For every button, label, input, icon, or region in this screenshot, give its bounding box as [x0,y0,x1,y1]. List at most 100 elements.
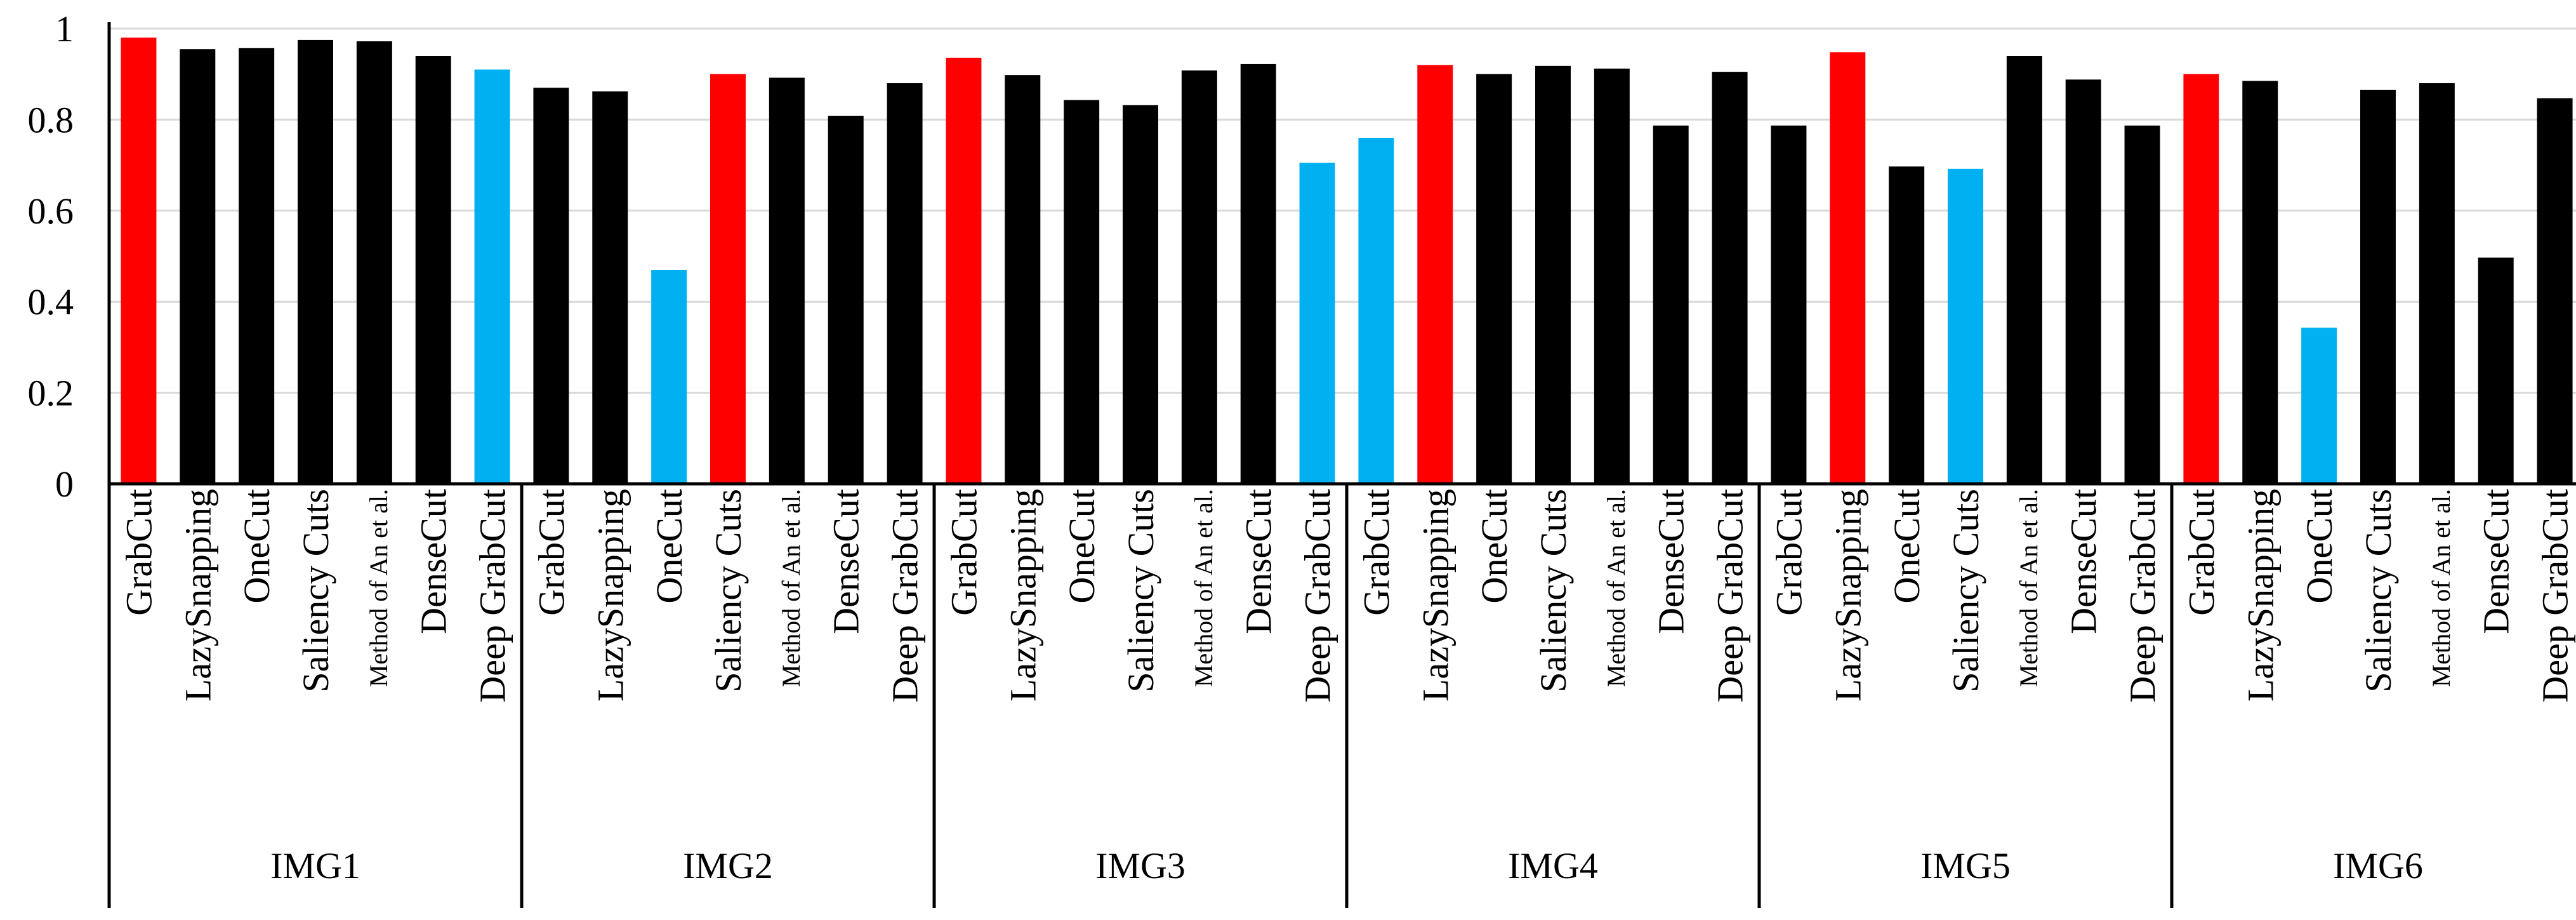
category-label: Method of An et al. [777,489,805,687]
bar [356,41,392,484]
category-label: GrabCut [531,489,572,616]
bar [1181,70,1217,484]
category-label: OneCut [2299,489,2340,603]
y-tick-label: 0.6 [28,190,74,232]
bar [533,88,569,484]
bar [710,74,746,484]
group-label: IMG4 [1508,845,1598,886]
category-label: GrabCut [1768,489,1809,616]
category-label: LazySnapping [177,489,218,702]
group-label: IMG3 [1095,845,1186,886]
category-label: Method of An et al. [1189,489,1218,687]
category-label: DenseCut [826,489,867,634]
category-label: OneCut [1061,489,1102,603]
group-labels: IMG1 IMG2 IMG3 IMG4 IMG5 IMG6 [270,845,2423,886]
bar [1417,65,1453,484]
category-label: GrabCut [118,489,159,616]
bar [2183,74,2219,484]
bar [1889,166,1925,484]
category-label: Deep GrabCut [472,489,513,703]
bar [2301,328,2337,484]
category-label: Method of An et al. [364,489,393,687]
bar [1358,138,1394,484]
bar [415,56,451,484]
bar [1299,163,1335,484]
group-label: IMG5 [1920,845,2011,886]
bar [298,39,333,484]
bar [1535,65,1571,484]
bar [1771,125,1807,484]
bar [1948,168,1983,484]
bar [2065,79,2101,484]
category-labels: GrabCut LazySnapping OneCut Saliency Cuts Me… [118,489,2575,703]
category-label: Saliency Cuts [1533,489,1574,693]
category-label: LazySnapping [1002,489,1043,702]
category-label: DenseCut [1651,489,1692,634]
category-label: Method of An et al. [2014,489,2043,687]
bar [2006,56,2042,484]
bar [1476,74,1512,484]
category-label: DenseCut [413,489,454,634]
bar [1064,100,1100,484]
y-tick-label: 0.2 [28,373,74,414]
bar [769,77,805,484]
y-tick-label: 0.4 [28,281,74,323]
bar [1653,125,1689,484]
bar [180,49,216,484]
y-tick-label: 0 [55,463,74,505]
category-label: GrabCut [2181,489,2222,616]
bar [1594,69,1630,484]
category-label: DenseCut [2476,489,2517,634]
bars [121,37,2573,484]
group-label: IMG1 [270,845,360,886]
bar [592,91,628,484]
bar [828,116,864,484]
category-label: GrabCut [943,489,984,616]
group-label: IMG6 [2333,845,2423,886]
category-label: Method of An et al. [2427,489,2455,687]
category-label: Deep GrabCut [885,489,926,703]
category-label: OneCut [1886,489,1927,603]
bar [887,83,923,484]
category-label: Method of An et al. [1602,489,1630,687]
bar [2419,83,2455,484]
bar [2124,125,2160,484]
bar [2537,98,2573,484]
category-label: Deep GrabCut [2535,489,2576,703]
bar [651,270,687,484]
bar [1830,52,1866,484]
category-label: DenseCut [1238,489,1279,634]
group-label: IMG2 [683,845,773,886]
category-label: DenseCut [2063,489,2104,634]
axes [107,22,2576,908]
bar [239,48,275,484]
category-label: LazySnapping [590,489,631,702]
bar [121,37,157,484]
bar [2242,81,2278,484]
bar [474,69,510,484]
category-label: Saliency Cuts [295,489,336,693]
y-tick-label: 0.8 [28,99,74,140]
category-label: Saliency Cuts [2358,489,2399,693]
category-label: Deep GrabCut [1297,489,1338,703]
bar [946,57,982,484]
category-label: Deep GrabCut [2122,489,2163,703]
y-tick-labels: 0 0.2 0.4 0.6 0.8 1 [28,8,74,505]
category-label: OneCut [649,489,690,603]
category-label: Saliency Cuts [1120,489,1161,693]
gridlines [109,27,2576,394]
category-label: Saliency Cuts [1945,489,1986,693]
bar [1123,105,1158,484]
category-label: OneCut [1474,489,1515,603]
bar [1712,72,1748,484]
bar [1240,63,1276,484]
category-label: OneCut [236,489,277,603]
category-label: LazySnapping [2240,489,2281,702]
category-label: GrabCut [1356,489,1397,616]
y-tick-label: 1 [55,8,74,50]
bar [1005,75,1041,484]
bar [2478,257,2514,484]
category-label: Deep GrabCut [1710,489,1751,703]
bar [2360,90,2396,484]
